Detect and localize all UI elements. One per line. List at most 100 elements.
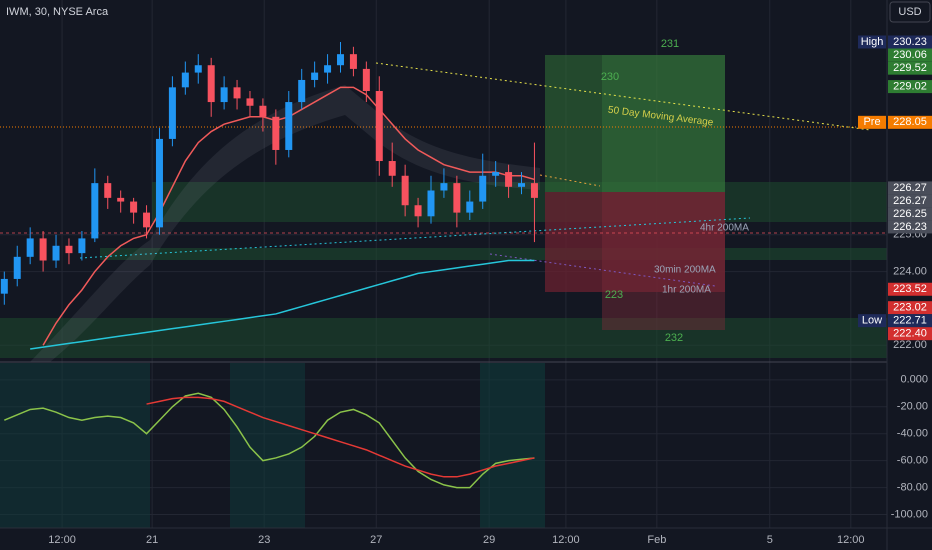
price-label: 230.23	[893, 36, 927, 48]
candle-body	[130, 201, 138, 213]
candle-body	[285, 102, 293, 150]
price-label-box	[888, 314, 932, 328]
candle-body	[91, 183, 99, 239]
candle-body	[52, 245, 60, 261]
osc-tick-label: -20.00	[897, 401, 928, 413]
trendline	[539, 174, 601, 187]
price-axis: 225.00224.00222.000.000-20.00-40.00-60.0…	[858, 35, 932, 520]
candle-body	[104, 183, 112, 198]
candle-body	[324, 65, 332, 73]
candle-body	[518, 183, 526, 187]
candle-body	[479, 175, 487, 202]
candle-body	[388, 161, 396, 176]
annotation: 30min 200MA	[654, 265, 716, 276]
candle-body	[168, 87, 176, 139]
annotation: 1hr 200MA	[662, 285, 711, 296]
plot	[0, 42, 538, 489]
candle-body	[505, 172, 513, 187]
price-label-box	[888, 35, 932, 49]
candle-body	[272, 116, 280, 150]
price-label-box	[888, 194, 932, 208]
y-tick-label: 224.00	[893, 265, 927, 277]
price-label-box	[888, 220, 932, 234]
moving-average	[30, 259, 535, 350]
osc-zone	[0, 363, 150, 528]
price-label: 222.71	[893, 315, 927, 327]
price-label: 229.52	[893, 62, 927, 74]
price-label-box	[888, 282, 932, 296]
price-label: 226.23	[893, 221, 927, 233]
x-tick-label: 5	[767, 534, 773, 546]
candle-body	[336, 54, 344, 66]
price-tag: Pre	[863, 116, 880, 128]
x-tick-label: 27	[370, 534, 382, 546]
price-label: 228.05	[893, 116, 927, 128]
currency-button[interactable]	[889, 1, 931, 23]
price-label: 223.02	[893, 302, 927, 314]
candle-body	[298, 79, 306, 103]
stop-box-inner	[602, 192, 725, 330]
osc-zone	[230, 363, 305, 528]
price-label: 222.40	[893, 328, 927, 340]
grid	[0, 0, 887, 528]
currency[interactable]: USD	[898, 6, 921, 18]
x-tick-label: 12:00	[837, 534, 865, 546]
candle-body	[220, 87, 228, 103]
trendline	[79, 217, 751, 259]
candle-body	[207, 65, 215, 103]
symbol: IWM, 30, NYSE Arca	[6, 6, 109, 18]
candle-body	[530, 183, 538, 198]
price-label-box	[888, 61, 932, 75]
demand-zone	[0, 318, 887, 358]
candle-body	[414, 205, 422, 217]
price-label-box	[888, 80, 932, 94]
osc-tick-label: -100.00	[891, 508, 928, 520]
candle-body	[194, 65, 202, 73]
candle-body	[233, 87, 241, 99]
candle-body	[427, 190, 435, 217]
x-tick-label: Feb	[647, 534, 666, 546]
candle-body	[181, 72, 189, 88]
price-tag-box	[858, 35, 886, 49]
target-box-inner	[602, 55, 725, 192]
candle-body	[26, 238, 34, 257]
ma-band	[30, 85, 540, 362]
oscillator-line	[4, 392, 535, 489]
x-tick-label: 12:00	[552, 534, 580, 546]
y-tick-label: 222.00	[893, 339, 927, 351]
price-label-box	[888, 181, 932, 195]
price-label-box	[888, 115, 932, 129]
price-label: 226.25	[893, 208, 927, 220]
candle-body	[375, 91, 383, 162]
annotation: 230	[601, 71, 619, 83]
osc-tick-label: -60.00	[897, 455, 928, 467]
candle-body	[362, 68, 370, 92]
price-label-box	[888, 48, 932, 62]
candle-body	[259, 105, 267, 117]
candle-body	[246, 98, 254, 106]
price-label: 226.27	[893, 182, 927, 194]
stop-box	[545, 192, 725, 292]
osc-tick-label: -40.00	[897, 428, 928, 440]
osc-tick-label: -80.00	[897, 481, 928, 493]
demand-zone	[100, 248, 887, 260]
candle-body	[440, 183, 448, 191]
annotation: 232	[665, 332, 683, 344]
price-label-box	[888, 301, 932, 315]
candle-body	[117, 197, 125, 202]
oscillator-line	[146, 396, 535, 478]
candle-body	[492, 172, 500, 176]
price-tag: High	[861, 36, 884, 48]
x-tick-label: 23	[258, 534, 270, 546]
price-label: 223.52	[893, 283, 927, 295]
price-tag: Low	[862, 315, 882, 327]
candle-body	[155, 138, 163, 228]
candle-body	[401, 175, 409, 206]
annotation: 4hr 200MA	[700, 223, 749, 234]
x-tick-label: 29	[483, 534, 495, 546]
candle-body	[78, 238, 86, 254]
candle-body	[0, 278, 8, 294]
candle-body	[453, 183, 461, 213]
